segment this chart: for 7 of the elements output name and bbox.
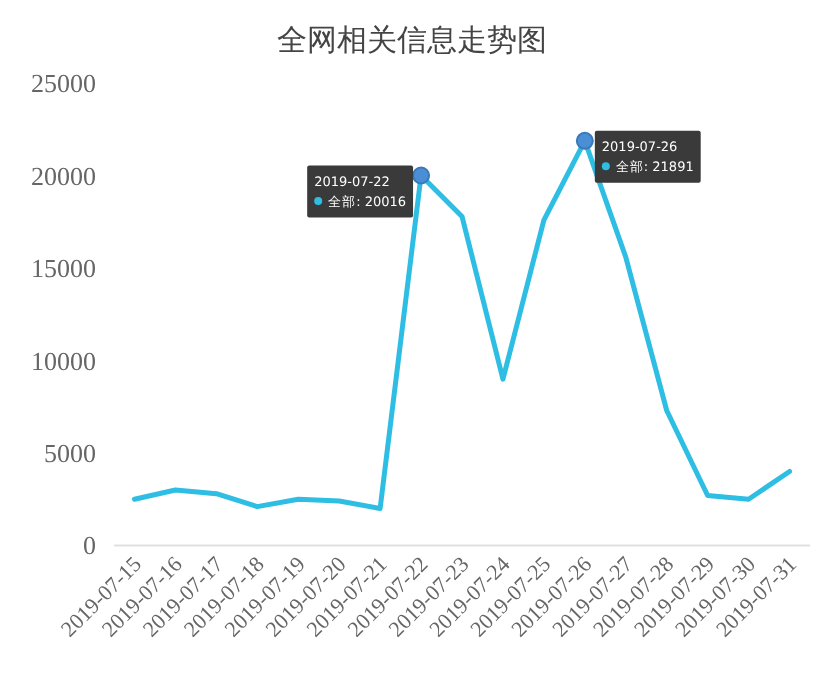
y-tick-label: 10000 — [31, 345, 96, 376]
chart-title: 全网相关信息走势图 — [277, 22, 547, 58]
y-tick-label: 5000 — [44, 438, 96, 468]
y-tick-label: 0 — [83, 530, 96, 561]
y-tick-label: 15000 — [31, 253, 96, 284]
y-tick-label: 25000 — [31, 68, 96, 99]
y-tick-label: 20000 — [31, 160, 96, 191]
